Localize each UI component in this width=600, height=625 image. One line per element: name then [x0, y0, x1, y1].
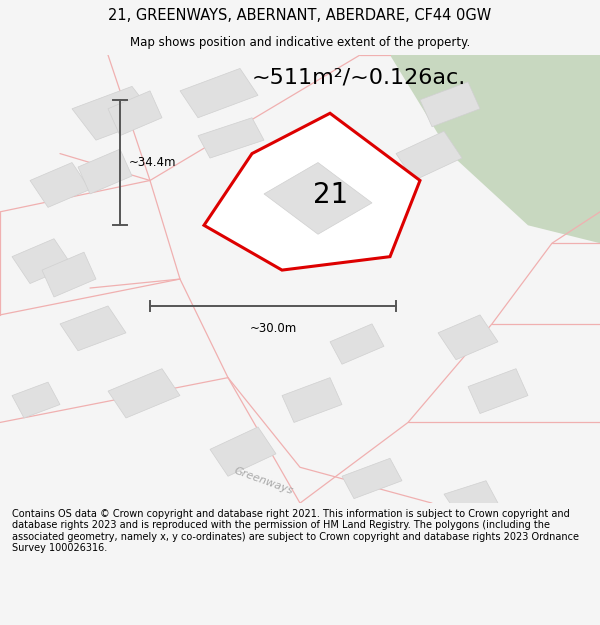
Text: 21, GREENWAYS, ABERNANT, ABERDARE, CF44 0GW: 21, GREENWAYS, ABERNANT, ABERDARE, CF44 … — [109, 8, 491, 23]
Text: Contains OS data © Crown copyright and database right 2021. This information is : Contains OS data © Crown copyright and d… — [12, 509, 579, 553]
Polygon shape — [444, 481, 498, 512]
Text: ~34.4m: ~34.4m — [129, 156, 176, 169]
Text: Map shows position and indicative extent of the property.: Map shows position and indicative extent… — [130, 36, 470, 49]
Polygon shape — [390, 55, 600, 243]
Polygon shape — [438, 315, 498, 360]
Polygon shape — [30, 162, 90, 208]
Polygon shape — [12, 239, 72, 284]
Polygon shape — [108, 369, 180, 418]
Polygon shape — [72, 86, 156, 140]
Text: Greenways: Greenways — [233, 466, 295, 496]
Polygon shape — [264, 162, 372, 234]
Polygon shape — [42, 252, 96, 297]
Polygon shape — [468, 369, 528, 414]
Polygon shape — [108, 91, 162, 136]
Text: ~511m²/~0.126ac.: ~511m²/~0.126ac. — [252, 68, 466, 88]
Polygon shape — [78, 149, 132, 194]
Polygon shape — [342, 458, 402, 499]
Polygon shape — [180, 69, 258, 118]
Polygon shape — [12, 382, 60, 418]
Polygon shape — [282, 378, 342, 423]
Polygon shape — [210, 427, 276, 476]
Polygon shape — [204, 113, 420, 270]
Polygon shape — [60, 306, 126, 351]
Text: 21: 21 — [313, 181, 349, 209]
Polygon shape — [420, 82, 480, 127]
Polygon shape — [198, 118, 264, 158]
Polygon shape — [330, 324, 384, 364]
Text: ~30.0m: ~30.0m — [250, 322, 296, 334]
Polygon shape — [396, 131, 462, 181]
